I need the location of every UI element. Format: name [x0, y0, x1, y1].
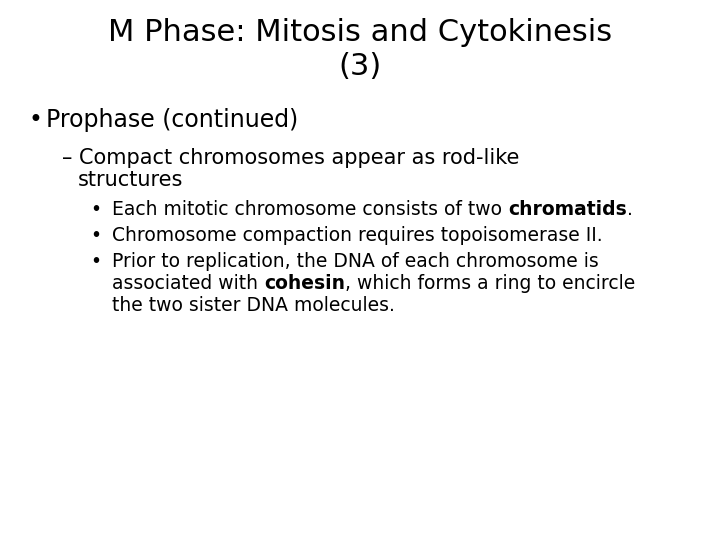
Text: Prior to replication, the DNA of each chromosome is: Prior to replication, the DNA of each ch… — [112, 252, 599, 271]
Text: Chromosome compaction requires topoisomerase II.: Chromosome compaction requires topoisome… — [112, 226, 603, 245]
Text: M Phase: Mitosis and Cytokinesis: M Phase: Mitosis and Cytokinesis — [108, 18, 612, 47]
Text: structures: structures — [78, 170, 184, 190]
Text: .: . — [626, 200, 633, 219]
Text: •: • — [90, 200, 101, 219]
Text: , which forms a ring to encircle: , which forms a ring to encircle — [345, 274, 635, 293]
Text: •: • — [90, 252, 101, 271]
Text: •: • — [28, 108, 42, 132]
Text: – Compact chromosomes appear as rod-like: – Compact chromosomes appear as rod-like — [62, 148, 519, 168]
Text: cohesin: cohesin — [264, 274, 345, 293]
Text: (3): (3) — [338, 52, 382, 81]
Text: •: • — [90, 226, 101, 245]
Text: Each mitotic chromosome consists of two: Each mitotic chromosome consists of two — [112, 200, 508, 219]
Text: the two sister DNA molecules.: the two sister DNA molecules. — [112, 296, 395, 315]
Text: Prophase (continued): Prophase (continued) — [46, 108, 298, 132]
Text: chromatids: chromatids — [508, 200, 626, 219]
Text: associated with: associated with — [112, 274, 264, 293]
